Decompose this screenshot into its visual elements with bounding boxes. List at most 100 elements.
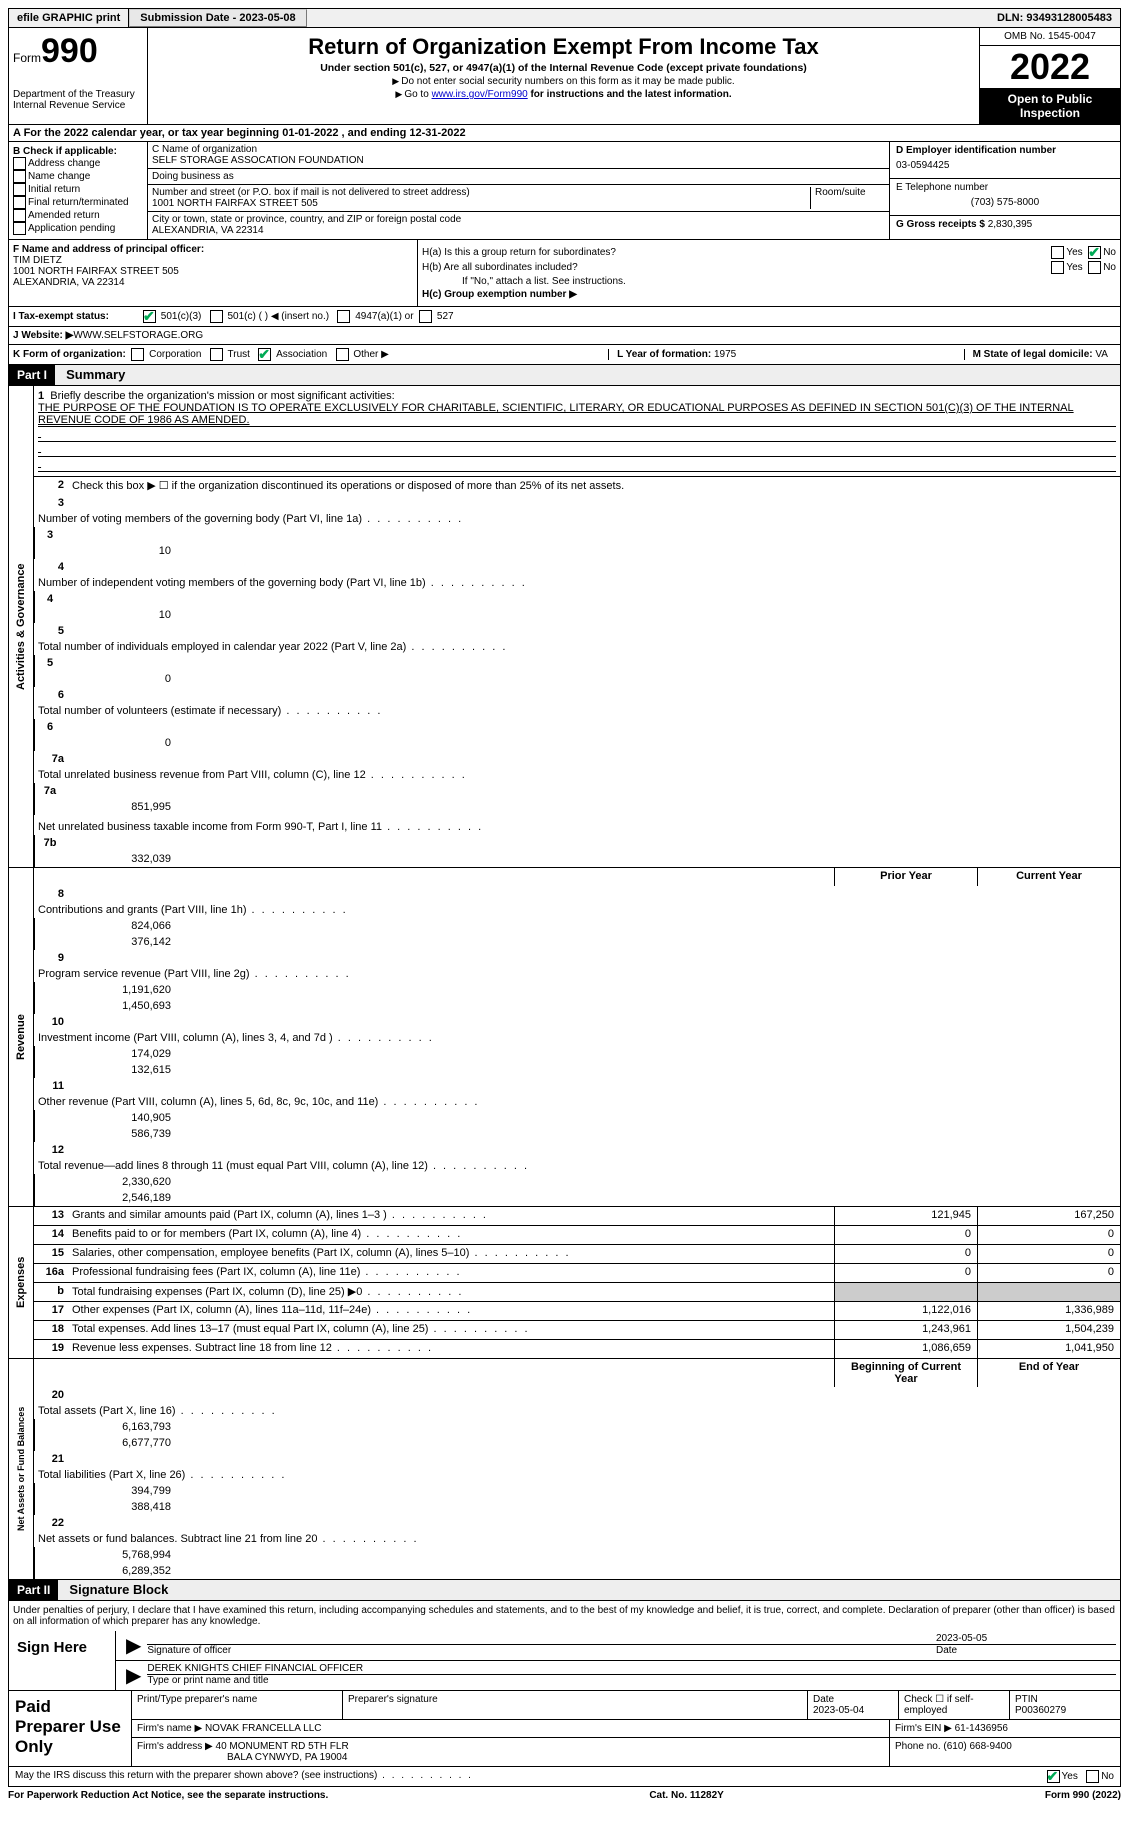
gross-value: 2,830,395 xyxy=(988,219,1033,230)
prep-name-label: Print/Type preparer's name xyxy=(132,1691,343,1719)
line-12: 12Total revenue—add lines 8 through 11 (… xyxy=(34,1142,1120,1206)
prep-addr1: 40 MONUMENT RD 5TH FLR xyxy=(216,1741,349,1752)
cb-final-return[interactable] xyxy=(13,196,26,209)
city-value: ALEXANDRIA, VA 22314 xyxy=(152,225,885,236)
cb-app-pending[interactable] xyxy=(13,222,26,235)
addr-label: Number and street (or P.O. box if mail i… xyxy=(152,187,806,198)
section-fh: F Name and address of principal officer:… xyxy=(8,240,1121,307)
gov-line-4: 4Number of independent voting members of… xyxy=(34,559,1120,623)
paperwork-notice: For Paperwork Reduction Act Notice, see … xyxy=(8,1790,328,1801)
tax-year: 2022 xyxy=(980,46,1120,88)
row-j-website: J Website: ▶ WWW.SELFSTORAGE.ORG xyxy=(8,327,1121,345)
line-18: 18Total expenses. Add lines 13–17 (must … xyxy=(34,1320,1120,1339)
header-left: Form990 Department of the Treasury Inter… xyxy=(9,28,148,124)
mission-text: THE PURPOSE OF THE FOUNDATION IS TO OPER… xyxy=(38,402,1116,427)
cb-amended[interactable] xyxy=(13,209,26,222)
hb-label: H(b) Are all subordinates included? xyxy=(422,262,1051,273)
hb-yes[interactable] xyxy=(1051,261,1064,274)
addr-value: 1001 NORTH FAIRFAX STREET 505 xyxy=(152,198,806,209)
cb-4947[interactable] xyxy=(337,310,350,323)
prep-label: Paid Preparer Use Only xyxy=(9,1691,132,1766)
form-number: Form990 xyxy=(13,32,143,71)
col-d: D Employer identification number 03-0594… xyxy=(890,142,1120,239)
cb-address-change[interactable] xyxy=(13,157,26,170)
header-right: OMB No. 1545-0047 2022 Open to Public In… xyxy=(980,28,1120,124)
section-bcd: B Check if applicable: Address change Na… xyxy=(8,142,1121,240)
line-19: 19Revenue less expenses. Subtract line 1… xyxy=(34,1339,1120,1358)
part2-title: Signature Block xyxy=(61,1582,168,1597)
sig-name: DEREK KNIGHTS CHIEF FINANCIAL OFFICER xyxy=(147,1663,1116,1675)
col-f-officer: F Name and address of principal officer:… xyxy=(9,240,418,306)
cb-name-change[interactable] xyxy=(13,170,26,183)
form-subtitle: Under section 501(c), 527, or 4947(a)(1)… xyxy=(152,62,975,74)
m-value: VA xyxy=(1095,349,1108,360)
submission-date-btn[interactable]: Submission Date - 2023-05-08 xyxy=(129,9,306,27)
hb-note: If "No," attach a list. See instructions… xyxy=(422,276,1116,287)
cb-501c[interactable] xyxy=(210,310,223,323)
line-2: 2Check this box ▶ ☐ if the organization … xyxy=(34,476,1120,495)
arrow-icon: ▶ xyxy=(120,1633,147,1658)
dept-treasury: Department of the Treasury Internal Reve… xyxy=(13,89,143,111)
officer-label: F Name and address of principal officer: xyxy=(13,244,204,255)
open-inspection: Open to Public Inspection xyxy=(980,88,1120,124)
cb-assoc[interactable] xyxy=(258,348,271,361)
officer-name: TIM DIETZ xyxy=(13,255,62,266)
sig-officer-label: Signature of officer xyxy=(147,1645,231,1656)
rev-header: Prior Year Current Year xyxy=(34,868,1120,886)
city-label: City or town, state or province, country… xyxy=(152,214,885,225)
phone-value: (703) 575-8000 xyxy=(896,193,1114,212)
ha-yes[interactable] xyxy=(1051,246,1064,259)
line-22: 22Net assets or fund balances. Subtract … xyxy=(34,1515,1120,1579)
part2-bar: Part II Signature Block xyxy=(8,1580,1121,1601)
ein-label: D Employer identification number xyxy=(896,145,1056,156)
efile-topbar: efile GRAPHIC print Submission Date - 20… xyxy=(8,8,1121,28)
sig-date: 2023-05-05 xyxy=(936,1633,1116,1645)
col-b-label: B Check if applicable: xyxy=(13,146,117,157)
line-10: 10Investment income (Part VIII, column (… xyxy=(34,1014,1120,1078)
form-header: Form990 Department of the Treasury Inter… xyxy=(8,28,1121,125)
efile-label: efile GRAPHIC print xyxy=(9,9,129,27)
line-21: 21Total liabilities (Part X, line 26)394… xyxy=(34,1451,1120,1515)
cb-527[interactable] xyxy=(419,310,432,323)
line-8: 8Contributions and grants (Part VIII, li… xyxy=(34,886,1120,950)
cb-other[interactable] xyxy=(336,348,349,361)
line-b: bTotal fundraising expenses (Part IX, co… xyxy=(34,1282,1120,1301)
cb-corp[interactable] xyxy=(131,348,144,361)
row-klm: K Form of organization: Corporation Trus… xyxy=(8,345,1121,365)
cb-trust[interactable] xyxy=(210,348,223,361)
discuss-yes[interactable] xyxy=(1047,1770,1060,1783)
cb-501c3[interactable] xyxy=(143,310,156,323)
sig-date-label: Date xyxy=(936,1645,957,1656)
room-label: Room/suite xyxy=(811,187,885,209)
footer-final: For Paperwork Reduction Act Notice, see … xyxy=(8,1787,1121,1804)
prep-ptin: P00360279 xyxy=(1015,1705,1066,1716)
gov-line-7a: 7aTotal unrelated business revenue from … xyxy=(34,751,1120,815)
note-link: Go to www.irs.gov/Form990 for instructio… xyxy=(152,89,975,100)
website-label: J Website: ▶ xyxy=(13,330,73,341)
org-name: SELF STORAGE ASSOCATION FOUNDATION xyxy=(152,155,885,166)
prep-date: 2023-05-04 xyxy=(813,1705,864,1716)
l-label: L Year of formation: xyxy=(617,349,714,360)
k-label: K Form of organization: xyxy=(13,349,126,360)
ha-no[interactable] xyxy=(1088,246,1101,259)
line-1-mission: 1 Briefly describe the organization's mi… xyxy=(34,386,1120,476)
part1-hdr: Part I xyxy=(9,365,55,385)
discuss-row: May the IRS discuss this return with the… xyxy=(8,1767,1121,1787)
org-name-label: C Name of organization xyxy=(152,144,885,155)
line-9: 9Program service revenue (Part VIII, lin… xyxy=(34,950,1120,1014)
discuss-label: May the IRS discuss this return with the… xyxy=(15,1770,377,1781)
m-label: M State of legal domicile: xyxy=(973,349,1096,360)
row-a-calendar: A For the 2022 calendar year, or tax yea… xyxy=(8,125,1121,142)
col-h-group: H(a) Is this a group return for subordin… xyxy=(418,240,1120,306)
sign-here-label: Sign Here xyxy=(9,1631,116,1690)
net-header: Beginning of Current Year End of Year xyxy=(34,1359,1120,1387)
irs-link[interactable]: www.irs.gov/Form990 xyxy=(432,89,528,100)
dln: DLN: 93493128005483 xyxy=(989,9,1120,27)
cb-initial-return[interactable] xyxy=(13,183,26,196)
prep-phone: (610) 668-9400 xyxy=(943,1741,1011,1752)
signature-block: Under penalties of perjury, I declare th… xyxy=(8,1601,1121,1691)
side-revenue: Revenue xyxy=(9,868,34,1206)
discuss-no[interactable] xyxy=(1086,1770,1099,1783)
line-15: 15Salaries, other compensation, employee… xyxy=(34,1244,1120,1263)
hb-no[interactable] xyxy=(1088,261,1101,274)
